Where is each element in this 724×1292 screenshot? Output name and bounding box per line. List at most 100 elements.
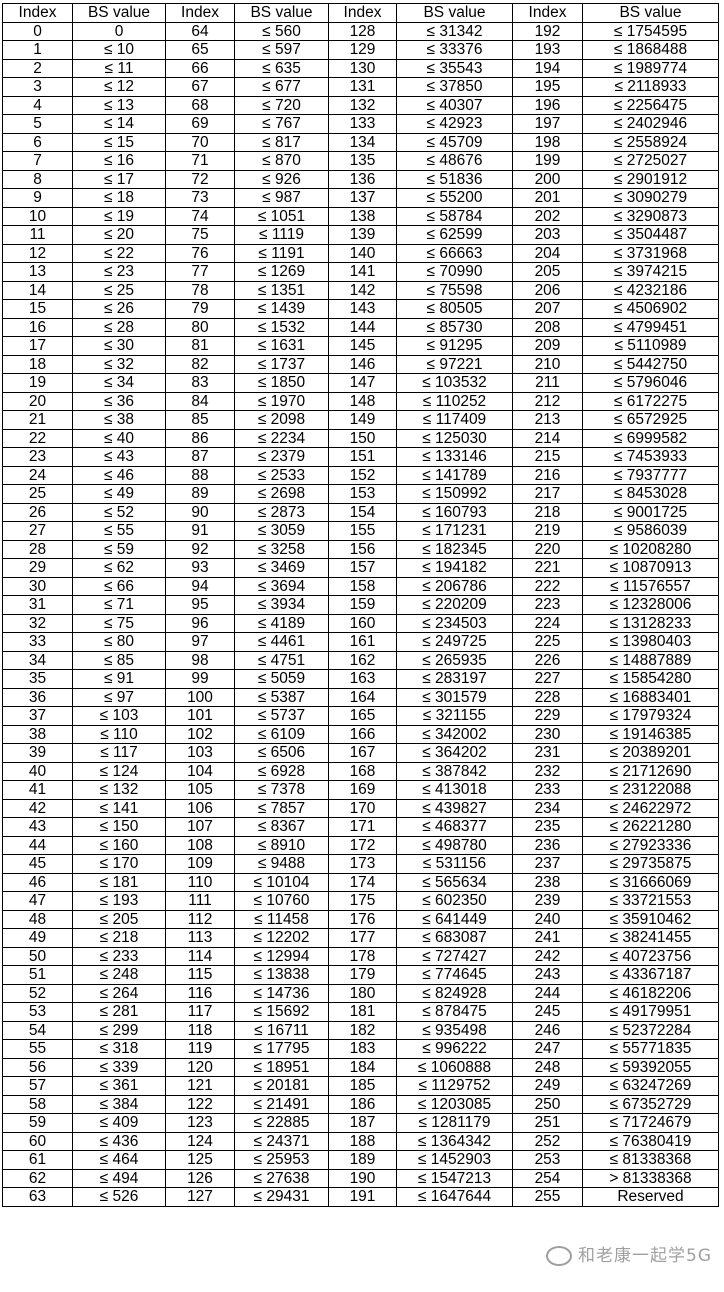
index-cell: 218 (512, 502, 583, 522)
bs-value-cell: ≤ 28 (72, 317, 166, 337)
index-cell: 76 (165, 243, 235, 263)
table-row: 49 ≤ 218 113 ≤ 12202 177 ≤ 683087 241 ≤ 3824145… (2, 928, 719, 948)
bs-value-cell: ≤ 1281179 (396, 1113, 513, 1133)
bs-value-cell: ≤ 91295 (396, 336, 513, 356)
index-cell: 254 (512, 1168, 583, 1188)
index-cell: 87 (165, 447, 235, 467)
index-cell: 217 (512, 484, 583, 504)
bs-value-cell: ≤ 641449 (396, 909, 513, 929)
bs-value-cell: ≤ 66663 (396, 243, 513, 263)
bs-value-cell: ≤ 1631 (234, 336, 329, 356)
bs-value-cell: ≤ 4189 (234, 613, 329, 633)
index-cell: 82 (165, 354, 235, 374)
index-cell: 155 (328, 521, 397, 541)
index-cell: 182 (328, 1020, 397, 1040)
index-cell: 117 (165, 1002, 235, 1022)
bs-value-cell: ≤ 21491 (234, 1094, 329, 1114)
index-cell: 248 (512, 1057, 583, 1077)
table-row: 18 ≤ 32 82 ≤ 1737 146 ≤ 97221 210 ≤ 5442750 (2, 354, 719, 374)
table-row: 5 ≤ 14 69 ≤ 767 133 ≤ 42923 197 ≤ 2402946 (2, 114, 719, 134)
bs-value-cell: ≤ 85 (72, 650, 166, 670)
bs-value-cell: ≤ 878475 (396, 1002, 513, 1022)
index-cell: 186 (328, 1094, 397, 1114)
table-row: 51 ≤ 248 115 ≤ 13838 179 ≤ 774645 243 ≤ 4336718… (2, 965, 719, 985)
index-cell: 27 (2, 521, 73, 541)
index-cell: 247 (512, 1039, 583, 1059)
index-cell: 124 (165, 1131, 235, 1151)
index-cell: 255 (512, 1187, 583, 1207)
index-cell: 6 (2, 132, 73, 152)
bs-value-cell: ≤ 16 (72, 151, 166, 171)
index-cell: 78 (165, 280, 235, 300)
table-row: 27 ≤ 55 91 ≤ 3059 155 ≤ 171231 219 ≤ 9586039 (2, 521, 719, 541)
bs-value-cell: ≤ 37850 (396, 77, 513, 97)
bs-value-cell: ≤ 29735875 (582, 854, 719, 874)
index-cell: 107 (165, 817, 235, 837)
table-row: 37 ≤ 103 101 ≤ 5737 165 ≤ 321155 229 ≤ 17979324 (2, 706, 719, 726)
bs-value-cell: ≤ 6572925 (582, 410, 719, 430)
bs-value-cell: ≤ 38 (72, 410, 166, 430)
bs-value-cell: ≤ 66 (72, 576, 166, 596)
index-cell: 205 (512, 262, 583, 282)
bs-value-cell: ≤ 526 (72, 1187, 166, 1207)
table-row: 46 ≤ 181 110 ≤ 10104 174 ≤ 565634 238 ≤ 3166606… (2, 872, 719, 892)
bs-value-cell: ≤ 46 (72, 465, 166, 485)
table-row: 35 ≤ 91 99 ≤ 5059 163 ≤ 283197 227 ≤ 15854280 (2, 669, 719, 689)
bs-value-cell: ≤ 205 (72, 909, 166, 929)
index-cell: 214 (512, 428, 583, 448)
bs-value-cell: ≤ 76380419 (582, 1131, 719, 1151)
bs-value-cell: ≤ 1737 (234, 354, 329, 374)
index-cell: 42 (2, 798, 73, 818)
index-cell: 102 (165, 724, 235, 744)
bs-value-cell: ≤ 52372284 (582, 1020, 719, 1040)
bs-value-cell: ≤ 301579 (396, 687, 513, 707)
index-cell: 173 (328, 854, 397, 874)
table-row: 19 ≤ 34 83 ≤ 1850 147 ≤ 103532 211 ≤ 5796046 (2, 373, 719, 393)
index-cell: 1 (2, 40, 73, 60)
index-cell: 180 (328, 983, 397, 1003)
index-cell: 31 (2, 595, 73, 615)
index-cell: 11 (2, 225, 73, 245)
index-cell: 98 (165, 650, 235, 670)
bs-value-cell: ≤ 409 (72, 1113, 166, 1133)
index-cell: 235 (512, 817, 583, 837)
bs-value-cell: ≤ 194182 (396, 558, 513, 578)
bs-value-cell: ≤ 63247269 (582, 1076, 719, 1096)
bs-value-cell: ≤ 35910462 (582, 909, 719, 929)
index-cell: 39 (2, 743, 73, 763)
table-row: 32 ≤ 75 96 ≤ 4189 160 ≤ 234503 224 ≤ 13128233 (2, 613, 719, 633)
bs-value-cell: ≤ 767 (234, 114, 329, 134)
index-cell: 125 (165, 1150, 235, 1170)
index-cell: 250 (512, 1094, 583, 1114)
table-row: 58 ≤ 384 122 ≤ 21491 186 ≤ 1203085 250 ≤ 673527… (2, 1094, 719, 1114)
index-cell: 156 (328, 539, 397, 559)
bs-value-cell: ≤ 1129752 (396, 1076, 513, 1096)
bs-value-cell: ≤ 3731968 (582, 243, 719, 263)
bs-value-cell: ≤ 49 (72, 484, 166, 504)
bs-value-cell: ≤ 1269 (234, 262, 329, 282)
bs-value-cell: ≤ 55 (72, 521, 166, 541)
index-cell: 64 (165, 21, 235, 41)
bs-value-cell: ≤ 3059 (234, 521, 329, 541)
bs-value-cell: ≤ 14 (72, 114, 166, 134)
index-cell: 216 (512, 465, 583, 485)
bs-value-cell: ≤ 1850 (234, 373, 329, 393)
index-cell: 22 (2, 428, 73, 448)
index-cell: 225 (512, 632, 583, 652)
index-cell: 165 (328, 706, 397, 726)
table-row: 24 ≤ 46 88 ≤ 2533 152 ≤ 141789 216 ≤ 7937777 (2, 465, 719, 485)
bs-value-cell: ≤ 1647644 (396, 1187, 513, 1207)
index-cell: 174 (328, 872, 397, 892)
index-cell: 154 (328, 502, 397, 522)
index-cell: 79 (165, 299, 235, 319)
bs-value-cell: ≤ 52 (72, 502, 166, 522)
table-row: 11 ≤ 20 75 ≤ 1119 139 ≤ 62599 203 ≤ 3504487 (2, 225, 719, 245)
index-cell: 28 (2, 539, 73, 559)
index-cell: 138 (328, 206, 397, 226)
bs-value-cell: ≤ 49179951 (582, 1002, 719, 1022)
index-cell: 10 (2, 206, 73, 226)
index-cell: 52 (2, 983, 73, 1003)
header-bs-value: BS value (234, 3, 329, 23)
index-cell: 147 (328, 373, 397, 393)
bs-value-cell: ≤ 318 (72, 1039, 166, 1059)
